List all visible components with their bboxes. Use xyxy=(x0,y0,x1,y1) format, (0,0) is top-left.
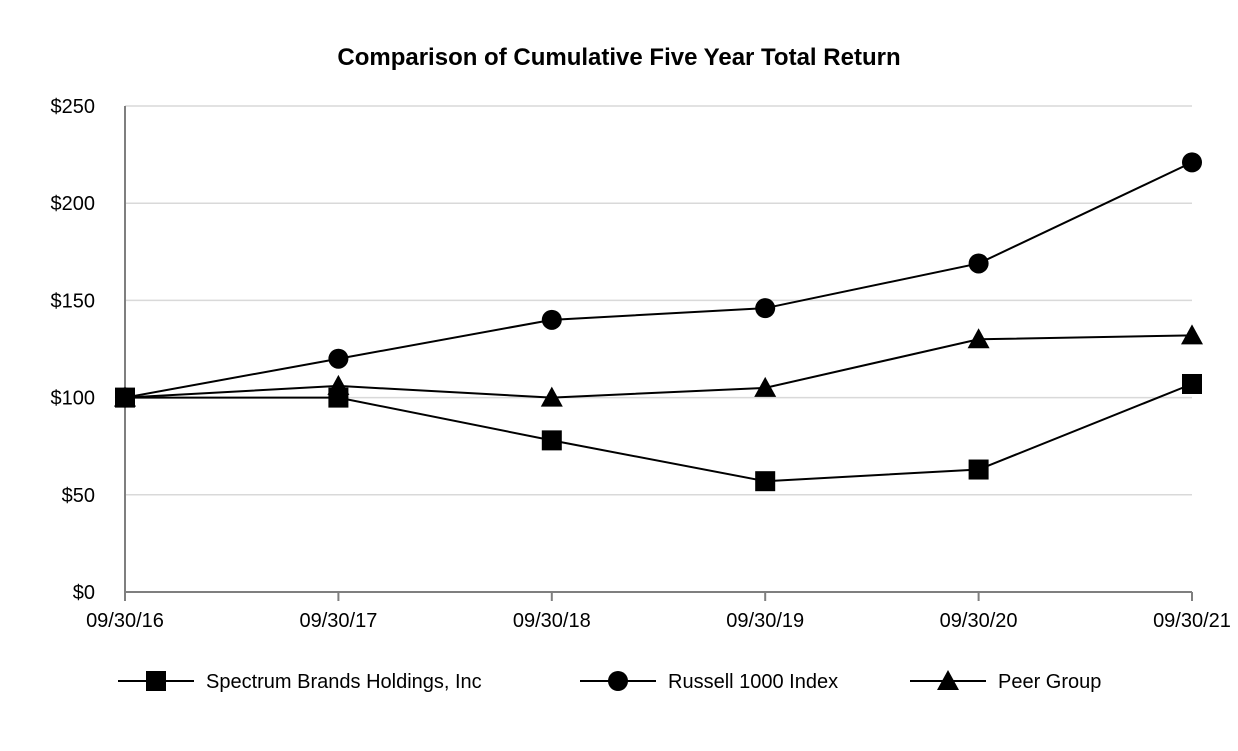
data-point-square xyxy=(968,459,989,480)
legend-marker-square xyxy=(146,671,166,691)
y-tick-label: $150 xyxy=(51,290,96,312)
x-tick-label: 09/30/18 xyxy=(513,610,591,632)
series-line xyxy=(124,161,1193,399)
data-point-triangle xyxy=(967,328,990,349)
series-line xyxy=(125,383,1193,483)
data-point-triangle xyxy=(754,376,777,397)
x-tick-label: 09/30/20 xyxy=(940,610,1018,632)
legend: Spectrum Brands Holdings, Inc Russell 100… xyxy=(118,670,1101,693)
legend-item: Spectrum Brands Holdings, Inc xyxy=(118,671,482,693)
x-tick-label: 09/30/19 xyxy=(726,610,804,632)
data-point-triangle xyxy=(327,374,350,395)
x-tick-label: 09/30/21 xyxy=(1153,610,1231,632)
chart-title: Comparison of Cumulative Five Year Total… xyxy=(337,44,900,71)
data-point-square xyxy=(755,471,776,492)
gridlines xyxy=(125,105,1192,496)
legend-item: Russell 1000 Index xyxy=(580,671,838,693)
data-point-square xyxy=(541,430,562,451)
x-tick-label: 09/30/16 xyxy=(86,610,164,632)
y-tick-label: $0 xyxy=(73,582,95,604)
series-line xyxy=(124,334,1193,399)
y-tick-label: $50 xyxy=(62,485,95,507)
data-point-circle xyxy=(755,298,776,319)
data-point-circle xyxy=(328,348,349,369)
data-point-triangle xyxy=(114,386,136,407)
legend-marker-triangle xyxy=(937,670,959,690)
data-point-triangle xyxy=(1181,324,1203,345)
legend-marker-circle xyxy=(608,671,628,691)
legend-item: Peer Group xyxy=(910,670,1101,693)
data-point-circle xyxy=(541,309,562,330)
data-point-circle xyxy=(968,253,989,274)
series-circle xyxy=(115,152,1202,408)
data-point-circle xyxy=(1182,152,1202,173)
series-triangle xyxy=(114,324,1203,407)
axes: $0 $50 $100 $150 $200 $250 09/30/16 09/30/17 09/… xyxy=(51,96,1231,632)
legend-label: Peer Group xyxy=(998,671,1101,693)
legend-label: Spectrum Brands Holdings, Inc xyxy=(206,671,482,693)
y-tick-label: $100 xyxy=(51,388,96,410)
series-square xyxy=(115,373,1202,492)
data-point-triangle xyxy=(540,386,563,407)
series-lines xyxy=(114,152,1203,492)
y-tick-label: $200 xyxy=(51,193,96,215)
legend-label: Russell 1000 Index xyxy=(668,671,838,693)
data-point-square xyxy=(1182,373,1202,394)
y-tick-label: $250 xyxy=(51,96,96,118)
x-tick-label: 09/30/17 xyxy=(299,610,377,632)
